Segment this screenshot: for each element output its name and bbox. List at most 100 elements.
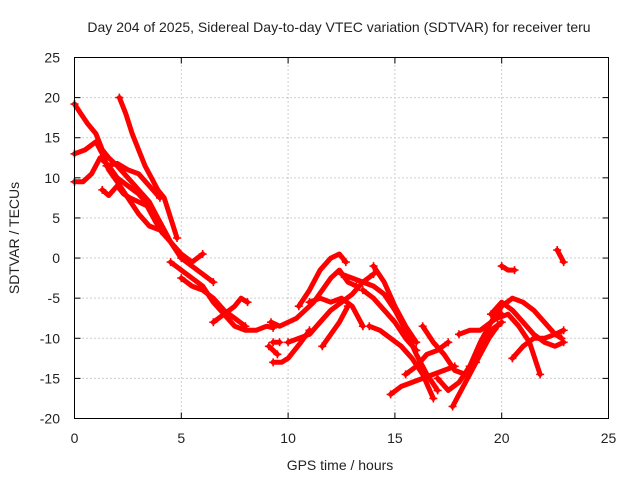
plus-marker [508,354,517,363]
plus-marker [269,358,278,367]
plus-marker [241,322,250,331]
plus-marker [497,262,506,271]
series-5 [115,93,182,242]
y-tick-label: -10 [40,330,60,346]
x-tick-labels: 0 5 10 15 20 25 [71,430,617,446]
y-tick-label: 0 [52,250,60,266]
series-11 [264,342,282,359]
plus-marker [209,278,218,287]
y-tick-label: 25 [44,50,60,66]
plus-marker [352,282,361,291]
y-tick-label: -5 [48,290,61,306]
plus-marker [454,330,463,339]
plus-marker [318,342,327,351]
x-tick-label: 0 [71,430,79,446]
plus-marker [264,342,273,351]
y-tick-label: -20 [40,411,60,427]
series-30 [493,311,545,379]
grid [74,57,609,419]
plus-marker [98,185,107,194]
series-line [296,251,349,309]
series-8 [177,274,250,331]
plus-marker [115,93,124,102]
y-tick-label: 15 [44,130,60,146]
series-line [270,327,312,365]
series-line [266,343,280,357]
series-9 [209,295,252,327]
plus-marker [493,314,502,323]
plus-marker [343,302,352,311]
y-tick-label: 5 [52,210,60,226]
series-12 [269,326,314,367]
series-17 [318,302,352,351]
series-line [554,247,567,265]
series-line [509,327,567,361]
plus-marker [433,386,442,395]
series-line [339,271,441,393]
series-1 [70,100,218,287]
plus-marker [275,338,284,347]
series-19 [358,286,421,355]
series-21 [365,322,438,403]
plus-marker [365,322,374,331]
plot-frame [74,57,609,419]
series-line [104,160,163,201]
series-line [72,155,206,265]
plus-marker [465,362,474,371]
series-line [388,363,458,397]
series-18 [337,270,442,395]
plus-marker [559,326,568,335]
plus-marker [284,338,293,347]
series-6 [102,160,164,202]
series-20 [369,262,421,347]
plus-marker [448,402,457,411]
series-line [116,95,180,241]
plus-marker [305,298,314,307]
x-tick-label: 15 [387,430,403,446]
series-28 [465,295,566,371]
series-line [210,295,250,325]
plus-marker [155,193,164,202]
series-29 [487,299,568,349]
plus-marker [487,310,496,319]
x-tick-label: 5 [177,430,185,446]
x-tick-label: 10 [280,430,296,446]
series-32 [497,262,519,275]
plus-marker [209,318,218,327]
plus-marker [493,322,502,331]
y-tick-labels: -20 -15 -10 -5 0 5 10 15 20 25 [40,50,60,427]
series-line [360,287,419,353]
series-line [494,311,543,377]
series-line [319,303,351,349]
plus-marker [166,258,175,267]
series-26 [448,322,502,411]
series-15 [294,251,350,311]
y-axis-label: SDTVAR / TECUs [6,182,22,294]
plus-marker [102,161,111,170]
plus-marker [418,322,427,331]
y-tick-label: 20 [44,90,60,106]
plus-marker [160,229,169,238]
axis-ticks [74,57,609,419]
y-tick-label: -15 [40,370,60,386]
plus-marker [369,262,378,271]
series-4 [98,183,169,238]
plus-marker [198,250,207,259]
plus-marker [510,266,519,275]
plus-marker [294,302,303,311]
plus-marker [536,370,545,379]
plus-marker [553,246,562,255]
chart-title: Day 204 of 2025, Sidereal Day-to-day VTE… [87,19,590,35]
series-line [307,295,366,329]
series-line [488,299,567,349]
plus-marker [444,338,453,347]
plus-marker [386,390,395,399]
plus-marker [273,350,282,359]
series-33 [553,246,568,267]
series-line [72,101,216,285]
series-line [178,275,248,329]
series-line [99,183,167,237]
plus-marker [267,318,276,327]
series-line [168,259,276,333]
